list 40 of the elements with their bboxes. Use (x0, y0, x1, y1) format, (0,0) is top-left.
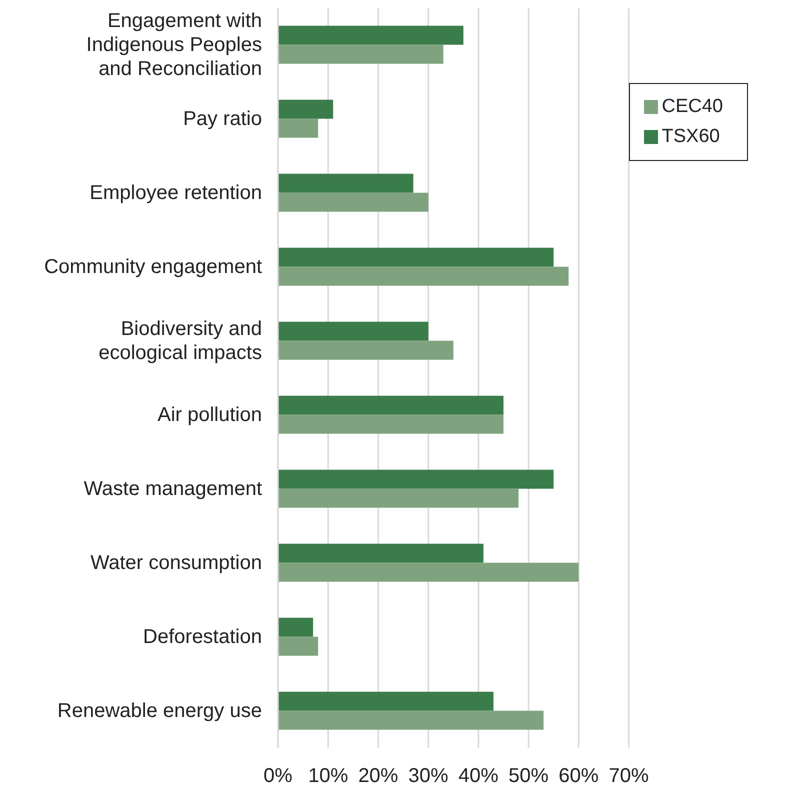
bar (278, 636, 318, 656)
legend-label: TSX60 (662, 126, 720, 147)
x-tick-label: 30% (408, 765, 449, 788)
bar (278, 26, 464, 45)
bar (278, 562, 579, 582)
bar (278, 322, 428, 341)
y-tick-label: Waste management (84, 478, 262, 500)
x-tick-label: 50% (508, 765, 549, 788)
bar (278, 618, 314, 637)
bar (278, 470, 554, 489)
bar (278, 710, 544, 730)
y-tick-label: Community engagement (44, 256, 262, 278)
bar (278, 396, 504, 415)
y-tick-label: Renewable energy use (57, 700, 262, 722)
x-tick-label: 10% (308, 765, 348, 788)
bar (278, 266, 569, 286)
y-tick-label: Water consumption (90, 552, 262, 574)
bar (278, 414, 504, 434)
y-tick-label: Air pollution (157, 404, 262, 426)
x-tick-label: 40% (458, 765, 499, 788)
bar (278, 100, 334, 119)
y-tick-label: Deforestation (143, 626, 262, 648)
y-tick-label: Employee retention (90, 182, 262, 204)
bar (278, 340, 454, 360)
x-tick-label: 20% (358, 765, 398, 788)
x-tick-label: 70% (608, 765, 649, 788)
y-tick-label: Pay ratio (183, 108, 262, 130)
x-tick-label: 60% (558, 765, 599, 788)
bar (278, 44, 444, 64)
bar (278, 692, 494, 711)
y-tick-label: Engagement with Indigenous Peoples and Reconciliation (86, 10, 262, 80)
bar (278, 248, 554, 267)
bar (278, 118, 318, 138)
bar (278, 192, 428, 212)
y-tick-label: Biodiversity and ecological impacts (98, 318, 262, 364)
bar (278, 488, 519, 508)
legend-label: CEC40 (662, 96, 723, 117)
x-tick-label: 0% (264, 765, 293, 788)
bar (278, 174, 414, 193)
bar (278, 544, 484, 563)
